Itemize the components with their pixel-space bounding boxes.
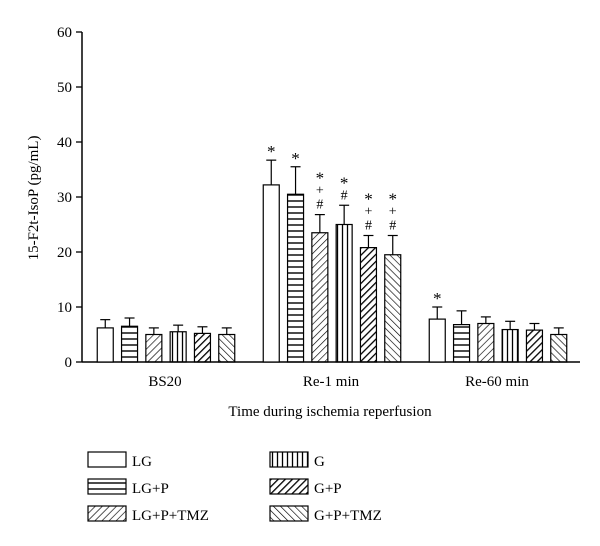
- significance-marker: *: [340, 173, 349, 192]
- significance-marker: #: [389, 219, 396, 234]
- bar-groups: * **+#*# *+#*+#*: [96, 142, 568, 363]
- significance-marker: *: [433, 289, 442, 308]
- bar: [452, 324, 471, 363]
- y-axis: 0 10 20 30 40 50 60: [57, 25, 83, 371]
- bar: [525, 329, 544, 363]
- bar: [120, 325, 139, 363]
- significance-marker: *: [316, 169, 325, 188]
- bar-group: * **+#*# *+#*+#: [262, 142, 402, 363]
- y-axis-label: 15-F2t-IsoP (pg/mL): [26, 136, 42, 261]
- bar: [145, 333, 163, 363]
- bar: [359, 247, 378, 363]
- x-tick-label: BS20: [148, 374, 181, 390]
- legend-label: LG+P: [132, 481, 169, 497]
- legend-item: LG: [87, 451, 152, 470]
- y-tick-label: 20: [57, 245, 72, 261]
- legend-swatch: [269, 505, 309, 522]
- x-tick-label: Re-60 min: [465, 374, 529, 390]
- significance-marker: *: [364, 190, 373, 209]
- significance-marker: +: [389, 205, 397, 220]
- legend-item: LG+P+TMZ: [87, 505, 209, 524]
- bar: [428, 318, 446, 363]
- legend-item: G+P+TMZ: [269, 505, 382, 524]
- legend-swatch: [87, 451, 127, 468]
- y-tick-label: 40: [57, 135, 72, 151]
- significance-marker: #: [365, 219, 372, 234]
- bar: [311, 232, 329, 363]
- legend-label: LG+P+TMZ: [132, 508, 209, 524]
- y-tick-label: 60: [57, 25, 72, 41]
- bar: [335, 223, 353, 363]
- legend-item: G: [269, 451, 325, 470]
- bar: [501, 328, 519, 363]
- legend-swatch: [269, 451, 309, 468]
- legend-swatch: [87, 505, 127, 522]
- legend-swatch: [269, 478, 309, 495]
- legend: LG LG+P LG+P+TMZ G G+P G+P+TMZ: [87, 451, 382, 524]
- legend-label: G+P: [314, 481, 342, 497]
- significance-marker: *: [389, 190, 398, 209]
- significance-marker: *: [267, 142, 276, 161]
- significance-marker: #: [341, 188, 348, 203]
- y-tick-label: 30: [57, 190, 72, 206]
- legend-swatch: [87, 478, 127, 495]
- y-tick-label: 10: [57, 300, 72, 316]
- y-tick-label: 0: [65, 355, 73, 371]
- y-tick-label: 50: [57, 80, 72, 96]
- x-axis-label: Time during ischemia reperfusion: [228, 404, 432, 420]
- significance-marker: +: [364, 205, 372, 220]
- bar: [384, 254, 402, 363]
- bar: [477, 322, 495, 363]
- bar: [218, 333, 236, 363]
- legend-label: G: [314, 454, 325, 470]
- bar-group: [96, 317, 236, 363]
- legend-label: G+P+TMZ: [314, 508, 382, 524]
- x-axis: BS20 Re-1 min Re-60 min: [82, 361, 580, 390]
- bar: [550, 333, 568, 363]
- bar-group: *: [428, 289, 568, 363]
- bar: [262, 184, 280, 363]
- significance-marker: +: [316, 184, 324, 199]
- legend-item: G+P: [269, 478, 342, 497]
- bar: [286, 193, 305, 363]
- bar: [193, 332, 212, 363]
- x-tick-label: Re-1 min: [303, 374, 360, 390]
- legend-label: LG: [132, 454, 152, 470]
- bar: [96, 327, 114, 363]
- bar: [169, 331, 187, 363]
- significance-marker: #: [316, 198, 323, 213]
- legend-item: LG+P: [87, 478, 169, 497]
- significance-marker: *: [291, 149, 300, 168]
